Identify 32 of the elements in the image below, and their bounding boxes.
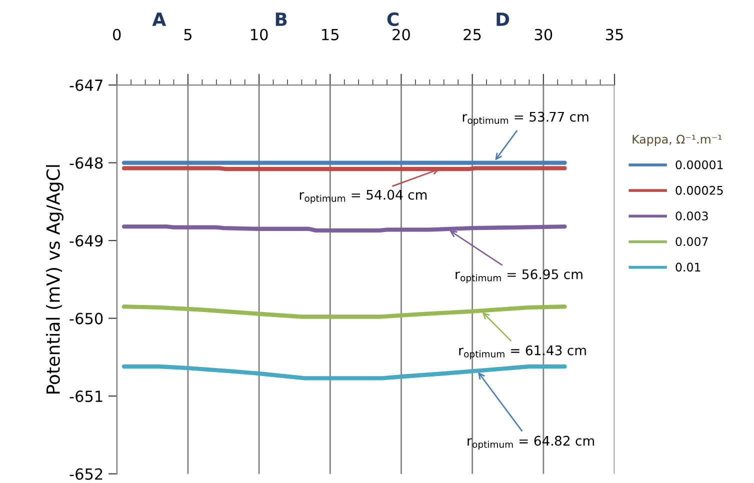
x-tick-label: 5 [184,29,192,40]
text: C [387,12,399,26]
y-tick-label: -649 [70,235,103,247]
x-tick-label: 25 [464,28,481,40]
annotation: r$_{optimum}$ = 56.95 cm [456,269,582,284]
text: D [496,12,510,26]
annotation: r$_{optimum}$ = 61.43 cm [459,345,586,360]
y-tick-label: -651 [70,390,102,402]
line-series [122,304,567,319]
x-tick-label: 30 [534,28,552,40]
legend-label: 0.003 [676,212,708,220]
y-tick-label: -650 [70,312,103,324]
x-tick-label: 15 [322,29,339,40]
annotation: r$_{optimum}$ = 64.82 cm [468,436,594,450]
annotation: r$_{optimum}$ = 53.77 cm [462,112,588,126]
legend-label: 0.00025 [676,186,723,195]
line-series [122,364,567,380]
legend-label: 0.00001 [676,160,723,170]
legend-label: 0.01 [676,262,700,272]
y-tick-label: -652 [70,468,102,480]
y-tick-label: -648 [70,157,103,169]
legend-label: 0.007 [676,237,708,246]
y-axis-title: Potential (mV) vs Ag/AgCl [46,165,64,394]
x-tick-label: 10 [251,28,268,40]
x-tick-label: 35 [606,28,623,40]
y-tick-label: -647 [70,79,102,92]
annotation: r$_{optimum}$ = 54.04 cm [300,190,427,204]
text: B [276,12,287,26]
text: A [152,12,166,26]
x-tick-label: 20 [392,28,410,40]
legend-title: Kappa, Ω⁻¹.m⁻¹ [632,134,722,146]
x-tick-label: 0 [113,28,121,40]
